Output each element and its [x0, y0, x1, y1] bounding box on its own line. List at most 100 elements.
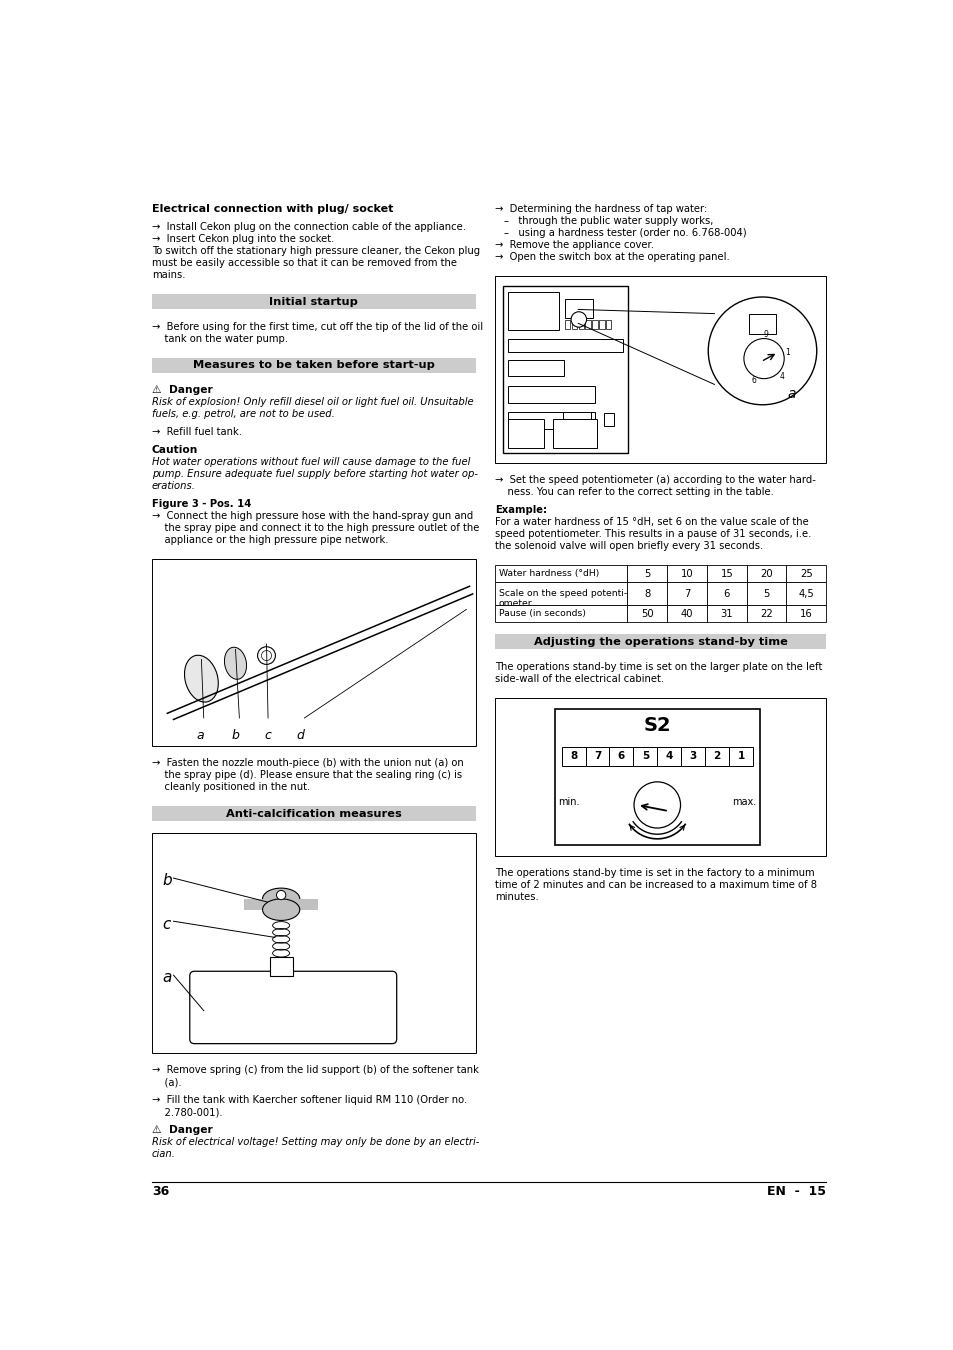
Text: 4: 4: [665, 752, 672, 761]
Text: 36: 36: [152, 1185, 169, 1199]
Text: 5: 5: [762, 589, 769, 598]
Bar: [706, 566, 746, 582]
Bar: [706, 605, 746, 622]
Text: →  Remove the appliance cover.: → Remove the appliance cover.: [495, 240, 654, 250]
Bar: [244, 899, 318, 910]
Text: Electrical connection with plug/ socket: Electrical connection with plug/ socket: [152, 204, 393, 215]
Text: Hot water operations without fuel will cause damage to the fuel: Hot water operations without fuel will c…: [152, 458, 470, 467]
Text: time of 2 minutes and can be increased to a maximum time of 8: time of 2 minutes and can be increased t…: [495, 880, 817, 890]
Bar: [508, 359, 563, 377]
Bar: [564, 320, 570, 328]
Text: Anti-calcification measures: Anti-calcification measures: [226, 809, 401, 818]
Text: 8: 8: [569, 752, 577, 761]
Text: ⚠  Danger: ⚠ Danger: [152, 1126, 213, 1135]
Text: –   using a hardness tester (order no. 6.768-004): – using a hardness tester (order no. 6.7…: [504, 228, 746, 238]
Text: To switch off the stationary high pressure cleaner, the Cekon plug: To switch off the stationary high pressu…: [152, 246, 479, 256]
Bar: [508, 386, 595, 402]
Text: Water hardness (°dH): Water hardness (°dH): [498, 570, 598, 578]
Text: Adjusting the operations stand-by time: Adjusting the operations stand-by time: [533, 637, 786, 647]
Text: the solenoid valve will open briefly every 31 seconds.: the solenoid valve will open briefly eve…: [495, 541, 762, 551]
Text: ness. You can refer to the correct setting in the table.: ness. You can refer to the correct setti…: [495, 487, 773, 497]
Text: Scale on the speed potenti-: Scale on the speed potenti-: [498, 589, 626, 598]
Bar: [152, 294, 476, 309]
Text: 7: 7: [593, 752, 600, 761]
Text: speed potentiometer. This results in a pause of 31 seconds, i.e.: speed potentiometer. This results in a p…: [495, 529, 811, 539]
Text: Caution: Caution: [152, 446, 198, 455]
Text: b: b: [232, 729, 239, 741]
Text: Initial startup: Initial startup: [269, 297, 357, 306]
Text: 8: 8: [643, 589, 650, 598]
Bar: [571, 320, 577, 328]
Text: 1: 1: [737, 752, 743, 761]
Circle shape: [571, 312, 586, 327]
Text: 15: 15: [720, 568, 732, 579]
Bar: [561, 747, 585, 765]
Text: appliance or the high pressure pipe network.: appliance or the high pressure pipe netw…: [152, 535, 388, 545]
Text: →  Remove spring (c) from the lid support (b) of the softener tank: → Remove spring (c) from the lid support…: [152, 1065, 478, 1075]
Bar: [666, 566, 706, 582]
Text: must be easily accessible so that it can be removed from the: must be easily accessible so that it can…: [152, 258, 456, 269]
Text: erations.: erations.: [152, 481, 195, 491]
Bar: [627, 566, 666, 582]
Text: –   through the public water supply works,: – through the public water supply works,: [504, 216, 713, 227]
Text: 6: 6: [618, 752, 624, 761]
Text: max.: max.: [732, 796, 756, 807]
Ellipse shape: [262, 899, 299, 921]
Text: 2: 2: [713, 752, 720, 761]
Bar: [657, 747, 680, 765]
Bar: [746, 582, 785, 605]
Bar: [554, 709, 760, 845]
Bar: [680, 747, 704, 765]
Text: 10: 10: [680, 568, 693, 579]
Bar: [562, 412, 591, 429]
Text: (a).: (a).: [152, 1077, 181, 1087]
Bar: [627, 582, 666, 605]
Text: d: d: [296, 729, 304, 741]
Text: c: c: [264, 729, 272, 741]
Text: the spray pipe and connect it to the high pressure outlet of the: the spray pipe and connect it to the hig…: [152, 524, 478, 533]
Text: 5: 5: [643, 568, 650, 579]
Text: →  Refill fuel tank.: → Refill fuel tank.: [152, 427, 241, 437]
Circle shape: [743, 339, 783, 378]
Text: a: a: [787, 387, 796, 401]
Text: 5: 5: [641, 752, 648, 761]
Bar: [553, 418, 596, 448]
Text: For a water hardness of 15 °dH, set 6 on the value scale of the: For a water hardness of 15 °dH, set 6 on…: [495, 517, 808, 526]
Bar: [704, 747, 728, 765]
Text: 2.780-001).: 2.780-001).: [152, 1107, 222, 1118]
Text: The operations stand-by time is set on the larger plate on the left: The operations stand-by time is set on t…: [495, 662, 821, 672]
Bar: [495, 566, 627, 582]
Bar: [495, 582, 627, 605]
Bar: [785, 566, 825, 582]
Bar: [578, 320, 583, 328]
Bar: [508, 412, 595, 429]
Text: The operations stand-by time is set in the factory to a minimum: The operations stand-by time is set in t…: [495, 868, 814, 878]
Text: fuels, e.g. petrol, are not to be used.: fuels, e.g. petrol, are not to be used.: [152, 409, 335, 418]
Bar: [785, 582, 825, 605]
Text: →  Fill the tank with Kaercher softener liquid RM 110 (Order no.: → Fill the tank with Kaercher softener l…: [152, 1095, 467, 1106]
Text: 4,5: 4,5: [798, 589, 813, 598]
Text: cleanly positioned in the nut.: cleanly positioned in the nut.: [152, 782, 310, 792]
Text: →  Insert Cekon plug into the socket.: → Insert Cekon plug into the socket.: [152, 235, 334, 244]
Text: minutes.: minutes.: [495, 892, 538, 902]
Text: 3: 3: [689, 752, 696, 761]
Text: →  Set the speed potentiometer (a) according to the water hard-: → Set the speed potentiometer (a) accord…: [495, 475, 815, 485]
Bar: [666, 582, 706, 605]
Text: mains.: mains.: [152, 270, 185, 281]
Bar: [598, 320, 604, 328]
Text: Measures to be taken before start-up: Measures to be taken before start-up: [193, 360, 435, 370]
Bar: [746, 605, 785, 622]
Text: a: a: [195, 729, 203, 741]
FancyBboxPatch shape: [190, 971, 396, 1044]
Text: pump. Ensure adequate fuel supply before starting hot water op-: pump. Ensure adequate fuel supply before…: [152, 470, 477, 479]
Circle shape: [276, 891, 286, 899]
Text: →  Open the switch box at the operating panel.: → Open the switch box at the operating p…: [495, 252, 729, 262]
Text: 7: 7: [683, 589, 690, 598]
Text: →  Before using for the first time, cut off the tip of the lid of the oil: → Before using for the first time, cut o…: [152, 321, 482, 332]
Text: Risk of explosion! Only refill diesel oil or light fuel oil. Unsuitable: Risk of explosion! Only refill diesel oi…: [152, 397, 473, 408]
Bar: [495, 277, 825, 463]
Bar: [603, 413, 613, 427]
Bar: [666, 605, 706, 622]
Bar: [748, 315, 776, 333]
Text: the spray pipe (d). Please ensure that the sealing ring (c) is: the spray pipe (d). Please ensure that t…: [152, 769, 461, 780]
